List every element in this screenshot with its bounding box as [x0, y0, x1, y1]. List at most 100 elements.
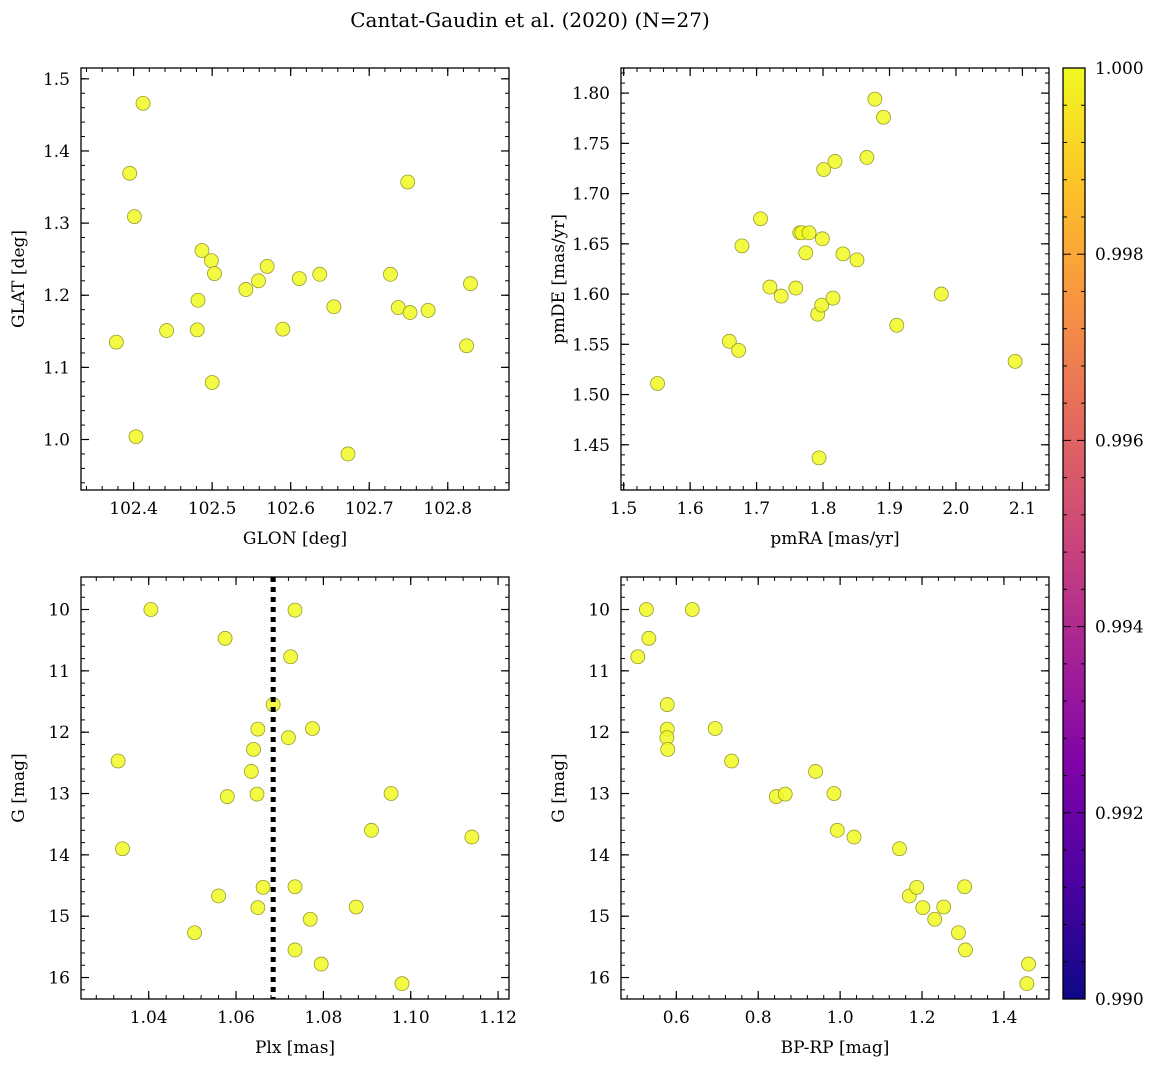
- x-tick-label: 0.8: [745, 1008, 772, 1028]
- x-tick-label: 1.10: [392, 1008, 430, 1028]
- data-point: [630, 649, 646, 665]
- data-point: [867, 91, 883, 107]
- data-point: [876, 109, 891, 125]
- y-tick-label: 10: [588, 601, 610, 621]
- data-point: [281, 730, 296, 746]
- data-point: [641, 630, 657, 646]
- data-point: [243, 764, 259, 779]
- x-tick-label: 102.8: [423, 499, 472, 519]
- x-tick-label: 1.2: [909, 1008, 936, 1028]
- data-point: [753, 211, 768, 227]
- colorbar-tick-label: 1.000: [1095, 59, 1144, 79]
- data-point: [287, 879, 303, 895]
- data-point: [302, 911, 318, 927]
- data-point: [1007, 353, 1023, 369]
- y-tick-label: 1.60: [572, 285, 610, 305]
- y-tick-label: 1.1: [43, 358, 70, 378]
- x-tick-label: 102.6: [266, 499, 315, 519]
- data-point: [217, 630, 233, 646]
- y-tick-label: 14: [588, 846, 610, 866]
- x-tick-label: 1.06: [217, 1008, 255, 1028]
- x-tick-label: 1.08: [304, 1008, 342, 1028]
- x-tick-label: 1.04: [130, 1008, 168, 1028]
- data-point: [251, 273, 266, 289]
- data-point: [194, 243, 210, 258]
- panel-3: 1.04 1.06 1.08 1.10 1.12 10 11 12 13 14 15 16 Plx [m…: [9, 576, 517, 1058]
- x-tick-label: 102.7: [345, 499, 394, 519]
- data-point: [204, 375, 220, 390]
- data-point: [734, 238, 750, 254]
- data-point: [808, 764, 823, 779]
- y-tick-label: 1.75: [572, 134, 610, 154]
- x-tick-label: 1.7: [743, 499, 770, 519]
- x-tick-label: 1.6: [677, 499, 704, 519]
- data-point: [724, 753, 739, 769]
- data-point: [143, 602, 159, 617]
- x-axis-label: BP-RP [mag]: [781, 1038, 890, 1058]
- data-point: [463, 276, 478, 292]
- y-tick-label: 13: [588, 785, 610, 805]
- y-tick-label: 12: [588, 723, 610, 743]
- x-tick-label: 1.8: [810, 499, 837, 519]
- data-point: [826, 786, 842, 801]
- x-tick-label: 0.6: [663, 1008, 690, 1028]
- y-tick-label: 1.0: [43, 431, 70, 451]
- data-point: [383, 266, 398, 282]
- y-tick-label: 1.65: [572, 235, 610, 255]
- data-point: [110, 753, 126, 769]
- data-point: [777, 786, 793, 802]
- data-point: [135, 95, 151, 111]
- data-point: [203, 253, 219, 269]
- data-point: [846, 829, 862, 845]
- y-tick-label: 1.4: [43, 142, 70, 162]
- y-tick-label: 1.80: [572, 84, 610, 104]
- data-point: [849, 252, 865, 268]
- data-point: [383, 786, 399, 801]
- y-axis-label: pmDE [mas/yr]: [549, 214, 569, 344]
- y-tick-label: 10: [48, 601, 70, 621]
- y-tick-label: 1.5: [43, 70, 70, 90]
- y-tick-label: 11: [588, 662, 610, 682]
- x-axis-label: pmRA [mas/yr]: [770, 529, 899, 549]
- data-point: [115, 841, 130, 857]
- x-tick-label: 2.0: [942, 499, 969, 519]
- data-point: [650, 376, 665, 391]
- y-tick-label: 14: [48, 846, 70, 866]
- y-tick-label: 13: [48, 785, 70, 805]
- data-point: [464, 829, 480, 845]
- data-point: [259, 258, 275, 274]
- data-point: [889, 317, 905, 333]
- x-axis-label: Plx [mas]: [255, 1038, 335, 1058]
- data-point: [909, 879, 925, 895]
- data-point: [348, 899, 364, 915]
- colorbar-gradient: [1062, 67, 1086, 1000]
- data-point: [394, 976, 410, 992]
- data-point: [402, 305, 418, 320]
- data-point: [238, 282, 254, 297]
- data-point: [638, 602, 654, 617]
- y-tick-label: 16: [588, 969, 610, 989]
- data-point: [246, 741, 261, 757]
- data-point: [773, 288, 789, 304]
- data-point: [684, 602, 700, 617]
- y-tick-label: 1.55: [572, 335, 610, 355]
- data-point: [1019, 976, 1035, 992]
- data-point: [814, 231, 830, 247]
- y-tick-label: 1.2: [43, 286, 70, 306]
- x-tick-label: 102.5: [188, 499, 237, 519]
- data-point: [420, 302, 436, 318]
- data-point: [313, 956, 329, 972]
- x-tick-label: 1.5: [610, 499, 637, 519]
- data-point: [933, 286, 949, 302]
- y-tick-label: 15: [588, 907, 610, 927]
- figure-title: Cantat-Gaudin et al. (2020) (N=27): [350, 8, 710, 32]
- axes-frame: [80, 67, 510, 491]
- data-point: [859, 150, 875, 165]
- data-point: [128, 429, 144, 445]
- colorbar-tick-label: 0.996: [1095, 431, 1144, 451]
- data-point: [108, 334, 124, 350]
- panel-4: 0.6 0.8 1.0 1.2 1.4 10 11 12 13 14 15 16 BP-RP [mag]…: [549, 576, 1050, 1058]
- data-point: [400, 174, 416, 190]
- data-point: [250, 721, 266, 737]
- y-tick-label: 1.3: [43, 214, 70, 234]
